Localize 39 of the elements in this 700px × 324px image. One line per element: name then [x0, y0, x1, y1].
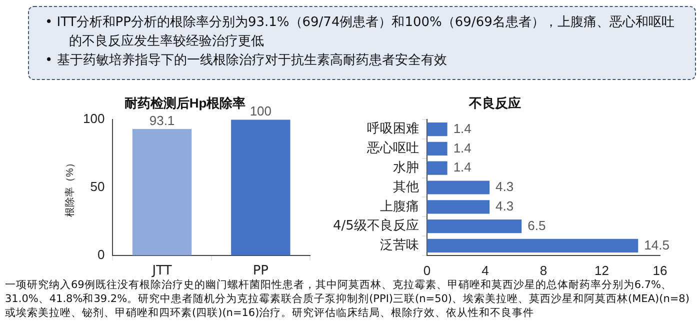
y-tick-label: 上腹痛 [380, 199, 419, 214]
x-tick-label: PP [252, 264, 269, 279]
text: • 基于药敏培养指导下的一线根除治疗对于抗生素高耐药患者安全有效 [45, 52, 448, 70]
data-label: 4.3 [496, 179, 514, 194]
data-label: 14.5 [644, 237, 670, 252]
y-tick-label: 水肿 [392, 160, 419, 176]
x-tick-label: 4 [482, 262, 489, 278]
bar [426, 142, 448, 156]
data-label: 1.4 [453, 120, 472, 136]
data-label: 4.3 [496, 198, 514, 214]
x-tick-label: 8 [540, 262, 548, 278]
x-tick-label: JTT [151, 264, 172, 279]
x-tick-label: 0 [423, 262, 431, 278]
bar [426, 161, 448, 175]
bar [426, 200, 490, 214]
bar [426, 122, 448, 136]
y-tick-label: 4/5级不良反应 [333, 218, 419, 234]
x-tick-label: 16 [652, 262, 668, 278]
x-tick-label: 12 [594, 262, 609, 278]
text: 一项研究纳入69例既往没有根除治疗史的幽门螺杆菌阳性患者，其中阿莫西林、克拉霉素、甲硝唑和莫西沙星的总体耐药率分别为6.7%、31.0%、41.8%和39.2%。研究中患者随机分为克拉霉素联合质子泵抑制剂(PPI)三联(n=50)、埃索美拉唑、莫西沙星和阿莫西林(MEA)(n=8) 或埃索美拉唑、铋剂、甲硝唑和四环素(四联)(n=16)治疗。研究评估临床结局、根除疗效、依从性和不良事件 [5, 278, 690, 320]
bar [426, 238, 638, 252]
y-tick-label: 泛苦味 [380, 238, 419, 254]
y-tick-label: 恶心呕吐 [366, 140, 419, 156]
data-label: 93.1 [149, 113, 175, 128]
y-tick-label: 100 [82, 111, 105, 126]
y-tick-label: 呼吸困难 [366, 122, 419, 137]
data-label: 1.4 [453, 160, 472, 175]
y-tick-label: 50 [90, 179, 105, 194]
chart-title: 耐药检测后Hp根除率 [124, 95, 246, 110]
chart-title: 不良反应 [468, 95, 521, 110]
text: • ITT分析和PP分析的根除率分别为93.1%（69/74例患者）和100%（69/69名患者），上腹痛、恶心和呕吐的不良反应发生率较经验治疗更低 [45, 14, 676, 51]
y-axis-title: 根除率（%） [64, 158, 76, 217]
data-label: 1.4 [453, 140, 472, 156]
bar [426, 180, 490, 194]
y-tick-label: 其他 [392, 180, 419, 195]
y-tick-label: 0 [97, 246, 105, 262]
bar [426, 220, 522, 234]
data-label: 100 [250, 104, 272, 119]
data-label: 6.5 [528, 218, 546, 233]
